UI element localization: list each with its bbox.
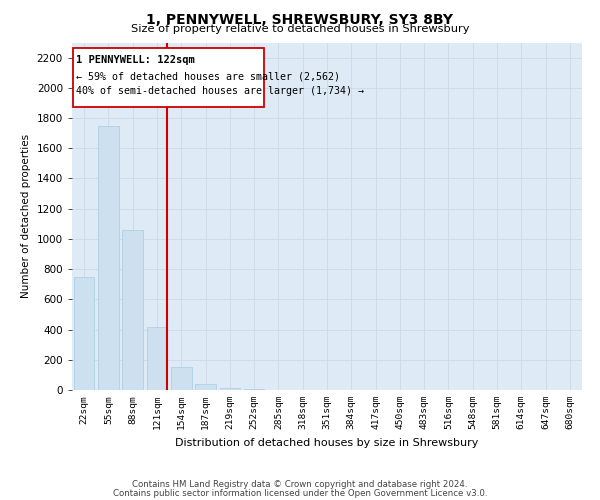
Bar [171, 368, 191, 390]
Bar [220, 388, 240, 390]
Bar [98, 126, 119, 390]
Text: Contains HM Land Registry data © Crown copyright and database right 2024.: Contains HM Land Registry data © Crown c… [132, 480, 468, 489]
X-axis label: Distribution of detached houses by size in Shrewsbury: Distribution of detached houses by size … [175, 438, 479, 448]
Text: 40% of semi-detached houses are larger (1,734) →: 40% of semi-detached houses are larger (… [76, 86, 364, 97]
Text: Contains public sector information licensed under the Open Government Licence v3: Contains public sector information licen… [113, 488, 487, 498]
Text: 1, PENNYWELL, SHREWSBURY, SY3 8BY: 1, PENNYWELL, SHREWSBURY, SY3 8BY [146, 12, 454, 26]
Text: Size of property relative to detached houses in Shrewsbury: Size of property relative to detached ho… [131, 24, 469, 34]
Bar [244, 389, 265, 390]
Bar [122, 230, 143, 390]
Bar [195, 384, 216, 390]
FancyBboxPatch shape [73, 48, 264, 106]
Y-axis label: Number of detached properties: Number of detached properties [21, 134, 31, 298]
Text: ← 59% of detached houses are smaller (2,562): ← 59% of detached houses are smaller (2,… [76, 71, 340, 81]
Text: 1 PENNYWELL: 122sqm: 1 PENNYWELL: 122sqm [76, 54, 195, 64]
Bar [74, 276, 94, 390]
Bar [146, 326, 167, 390]
